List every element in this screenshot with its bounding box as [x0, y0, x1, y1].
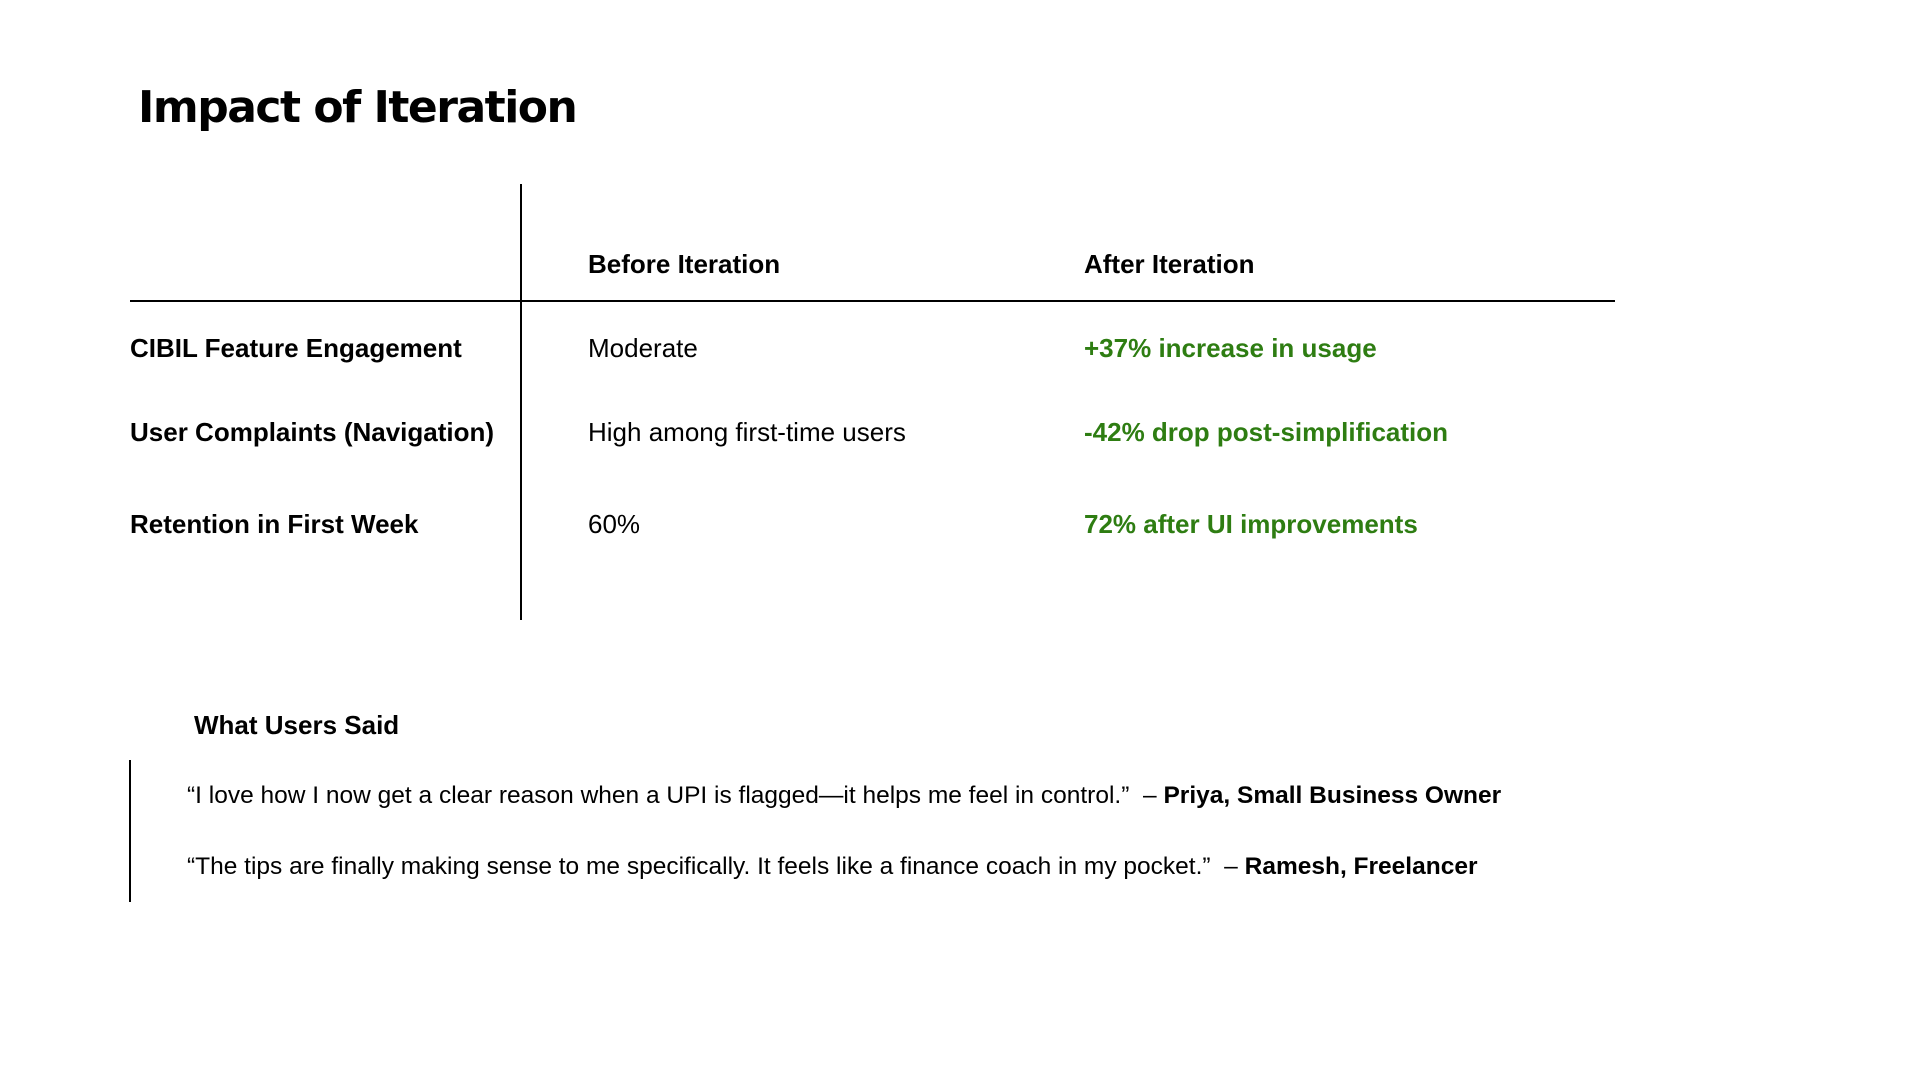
quote-author: Ramesh, Freelancer — [1244, 853, 1478, 880]
before-value-retention: 60% — [588, 509, 641, 539]
quote-accent-bar — [129, 760, 131, 902]
metric-label-user-complaints: User Complaints (Navigation) — [130, 417, 495, 447]
quote-dash: – — [1224, 853, 1238, 880]
quote-author: Priya, Small Business Owner — [1163, 782, 1502, 809]
quote-dash: – — [1143, 782, 1157, 809]
before-value-cibil-engagement: Moderate — [588, 333, 698, 363]
quote-text: “The tips are finally making sense to me… — [187, 853, 1211, 880]
after-value-user-complaints: -42% drop post-simplification — [1084, 417, 1449, 447]
before-value-user-complaints: High among first-time users — [588, 417, 906, 447]
table-header-divider — [130, 300, 1615, 302]
after-value-retention: 72% after UI improvements — [1084, 509, 1418, 539]
metric-label-cibil-engagement: CIBIL Feature Engagement — [130, 333, 462, 363]
testimonial-quote: “I love how I now get a clear reason whe… — [187, 780, 1501, 812]
page-title: Impact of Iteration — [138, 82, 578, 133]
testimonial-quote: “The tips are finally making sense to me… — [187, 851, 1478, 883]
table-vertical-divider — [520, 184, 522, 620]
after-value-cibil-engagement: +37% increase in usage — [1084, 333, 1377, 363]
column-header-before: Before Iteration — [588, 249, 781, 279]
testimonials-heading: What Users Said — [194, 710, 400, 740]
quote-text: “I love how I now get a clear reason whe… — [187, 782, 1130, 809]
column-header-after: After Iteration — [1084, 249, 1255, 279]
metric-label-retention: Retention in First Week — [130, 509, 419, 539]
